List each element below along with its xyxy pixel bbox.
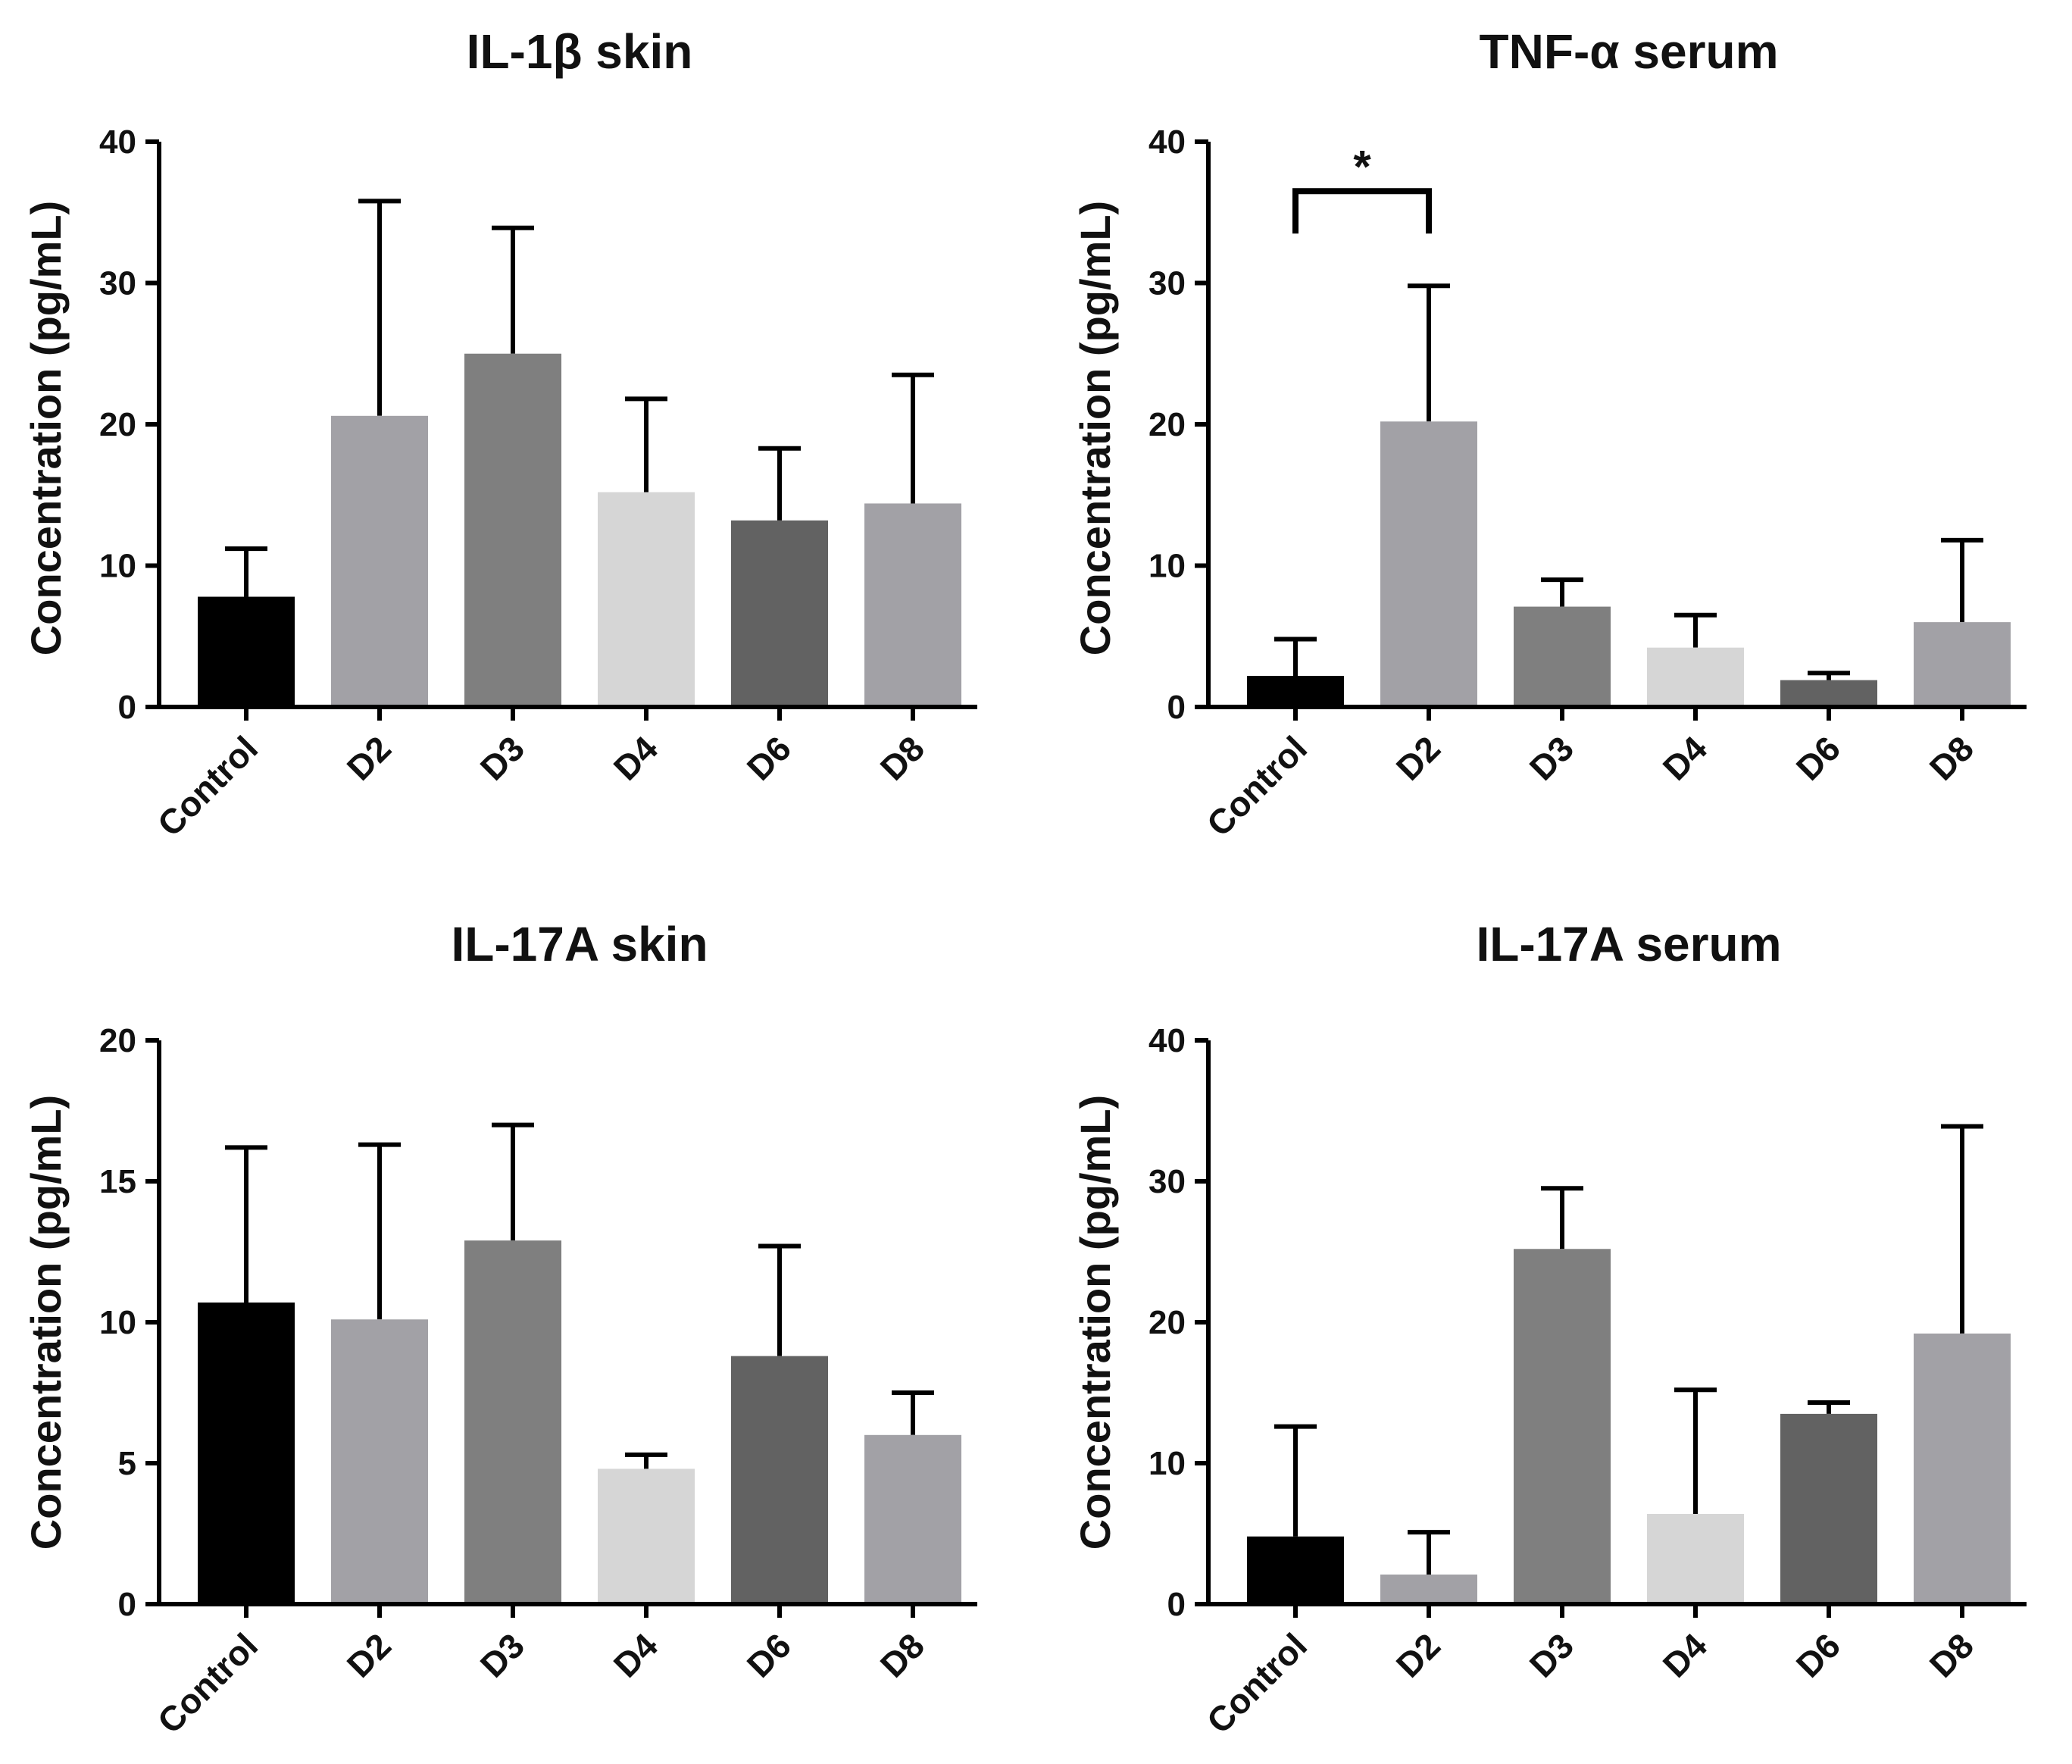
x-tick-label: Control — [150, 728, 265, 843]
panel-title: IL-17A serum — [1476, 917, 1781, 971]
y-axis-label: Concentration (pg/mL) — [22, 1095, 70, 1550]
y-axis-label: Concentration (pg/mL) — [1071, 1095, 1119, 1550]
bar — [198, 1302, 295, 1604]
plot-area: 0 10 20 30 40 Control D2 D3 D4 D6 D8 * — [1149, 124, 2027, 844]
x-tick-label: D3 — [1522, 728, 1581, 787]
y-tick-label: 10 — [99, 548, 136, 585]
panel-il17a-skin: IL-17A skin Concentration (pg/mL) 0 5 10 15… — [22, 917, 977, 1741]
bar — [464, 1240, 561, 1604]
bar — [1247, 1536, 1344, 1604]
panel-title: IL-17A skin — [451, 917, 708, 971]
y-tick-label: 10 — [1149, 1445, 1186, 1482]
x-tick-label: D8 — [873, 728, 932, 787]
x-tick-label: D6 — [739, 1625, 798, 1684]
y-axis-label: Concentration (pg/mL) — [1071, 201, 1119, 655]
panel-title: IL-1β skin — [467, 24, 693, 79]
bar — [1380, 1574, 1477, 1604]
x-tick-label: Control — [1199, 1625, 1314, 1741]
y-tick-label: 0 — [1167, 1586, 1186, 1623]
plot-area: 0 10 20 30 40 Control D2 D3 D4 D6 D8 — [99, 124, 977, 844]
y-tick-label: 40 — [1149, 124, 1186, 161]
x-tick-label: D8 — [1922, 1625, 1981, 1684]
significance-label: * — [1353, 141, 1371, 192]
bar — [1647, 647, 1744, 707]
x-tick-label: D2 — [339, 1625, 398, 1684]
bar — [331, 415, 428, 707]
x-tick-label: Control — [150, 1625, 265, 1741]
y-tick-label: 0 — [1167, 689, 1186, 726]
x-tick-label: D6 — [739, 728, 798, 787]
panel-tnfa-serum: TNF-α serum Concentration (pg/mL) 0 10 20 3… — [1071, 24, 2027, 844]
plot-area: 0 5 10 15 20 Control D2 D3 D4 D6 D8 — [99, 1022, 977, 1741]
bar — [598, 492, 695, 707]
bar — [864, 1434, 961, 1604]
bar — [1514, 1249, 1611, 1604]
panel-il17a-serum: IL-17A serum Concentration (pg/mL) 0 10 20… — [1071, 917, 2027, 1741]
bar — [1780, 1413, 1877, 1604]
bar — [1914, 622, 2011, 707]
bar — [198, 596, 295, 707]
x-tick-label: D2 — [339, 728, 398, 787]
x-tick-label: D4 — [606, 728, 666, 788]
y-tick-label: 5 — [118, 1445, 136, 1482]
x-tick-label: D6 — [1789, 728, 1848, 787]
x-tick-label: D4 — [606, 1625, 666, 1685]
y-tick-label: 0 — [118, 689, 136, 726]
bar — [1514, 606, 1611, 707]
bar — [864, 503, 961, 707]
x-tick-label: D2 — [1389, 1625, 1448, 1684]
panel-il1b-skin: IL-1β skin Concentration (pg/mL) 0 10 20 30… — [22, 24, 977, 844]
y-tick-label: 20 — [1149, 406, 1186, 443]
bar — [598, 1468, 695, 1604]
x-tick-label: D6 — [1789, 1625, 1848, 1684]
plot-area: 0 10 20 30 40 Control D2 D3 D4 D6 D8 — [1149, 1022, 2027, 1741]
x-tick-label: D8 — [873, 1625, 932, 1684]
y-tick-label: 30 — [1149, 265, 1186, 302]
bar — [1647, 1513, 1744, 1604]
x-tick-label: D8 — [1922, 728, 1981, 787]
bar — [1247, 675, 1344, 707]
y-tick-label: 15 — [99, 1163, 136, 1200]
panel-title: TNF-α serum — [1480, 24, 1779, 79]
y-tick-label: 30 — [99, 265, 136, 302]
bar — [331, 1319, 428, 1604]
y-tick-label: 40 — [1149, 1022, 1186, 1059]
x-tick-label: D3 — [473, 728, 532, 787]
bar — [464, 353, 561, 707]
y-tick-label: 10 — [99, 1304, 136, 1341]
bar — [1914, 1333, 2011, 1604]
bar — [731, 520, 828, 707]
x-tick-label: D3 — [473, 1625, 532, 1684]
y-tick-label: 20 — [1149, 1304, 1186, 1341]
y-tick-label: 0 — [118, 1586, 136, 1623]
x-tick-label: D4 — [1655, 1625, 1715, 1685]
y-tick-label: 40 — [99, 124, 136, 161]
bar — [1380, 421, 1477, 707]
significance-bracket — [1292, 188, 1432, 234]
x-tick-label: D3 — [1522, 1625, 1581, 1684]
x-tick-label: D4 — [1655, 728, 1715, 788]
x-tick-label: Control — [1199, 728, 1314, 843]
bar — [1780, 680, 1877, 707]
y-tick-label: 20 — [99, 406, 136, 443]
y-axis-label: Concentration (pg/mL) — [22, 201, 70, 655]
x-tick-label: D2 — [1389, 728, 1448, 787]
y-tick-label: 30 — [1149, 1163, 1186, 1200]
y-tick-label: 10 — [1149, 548, 1186, 585]
bar — [731, 1356, 828, 1604]
y-tick-label: 20 — [99, 1022, 136, 1059]
